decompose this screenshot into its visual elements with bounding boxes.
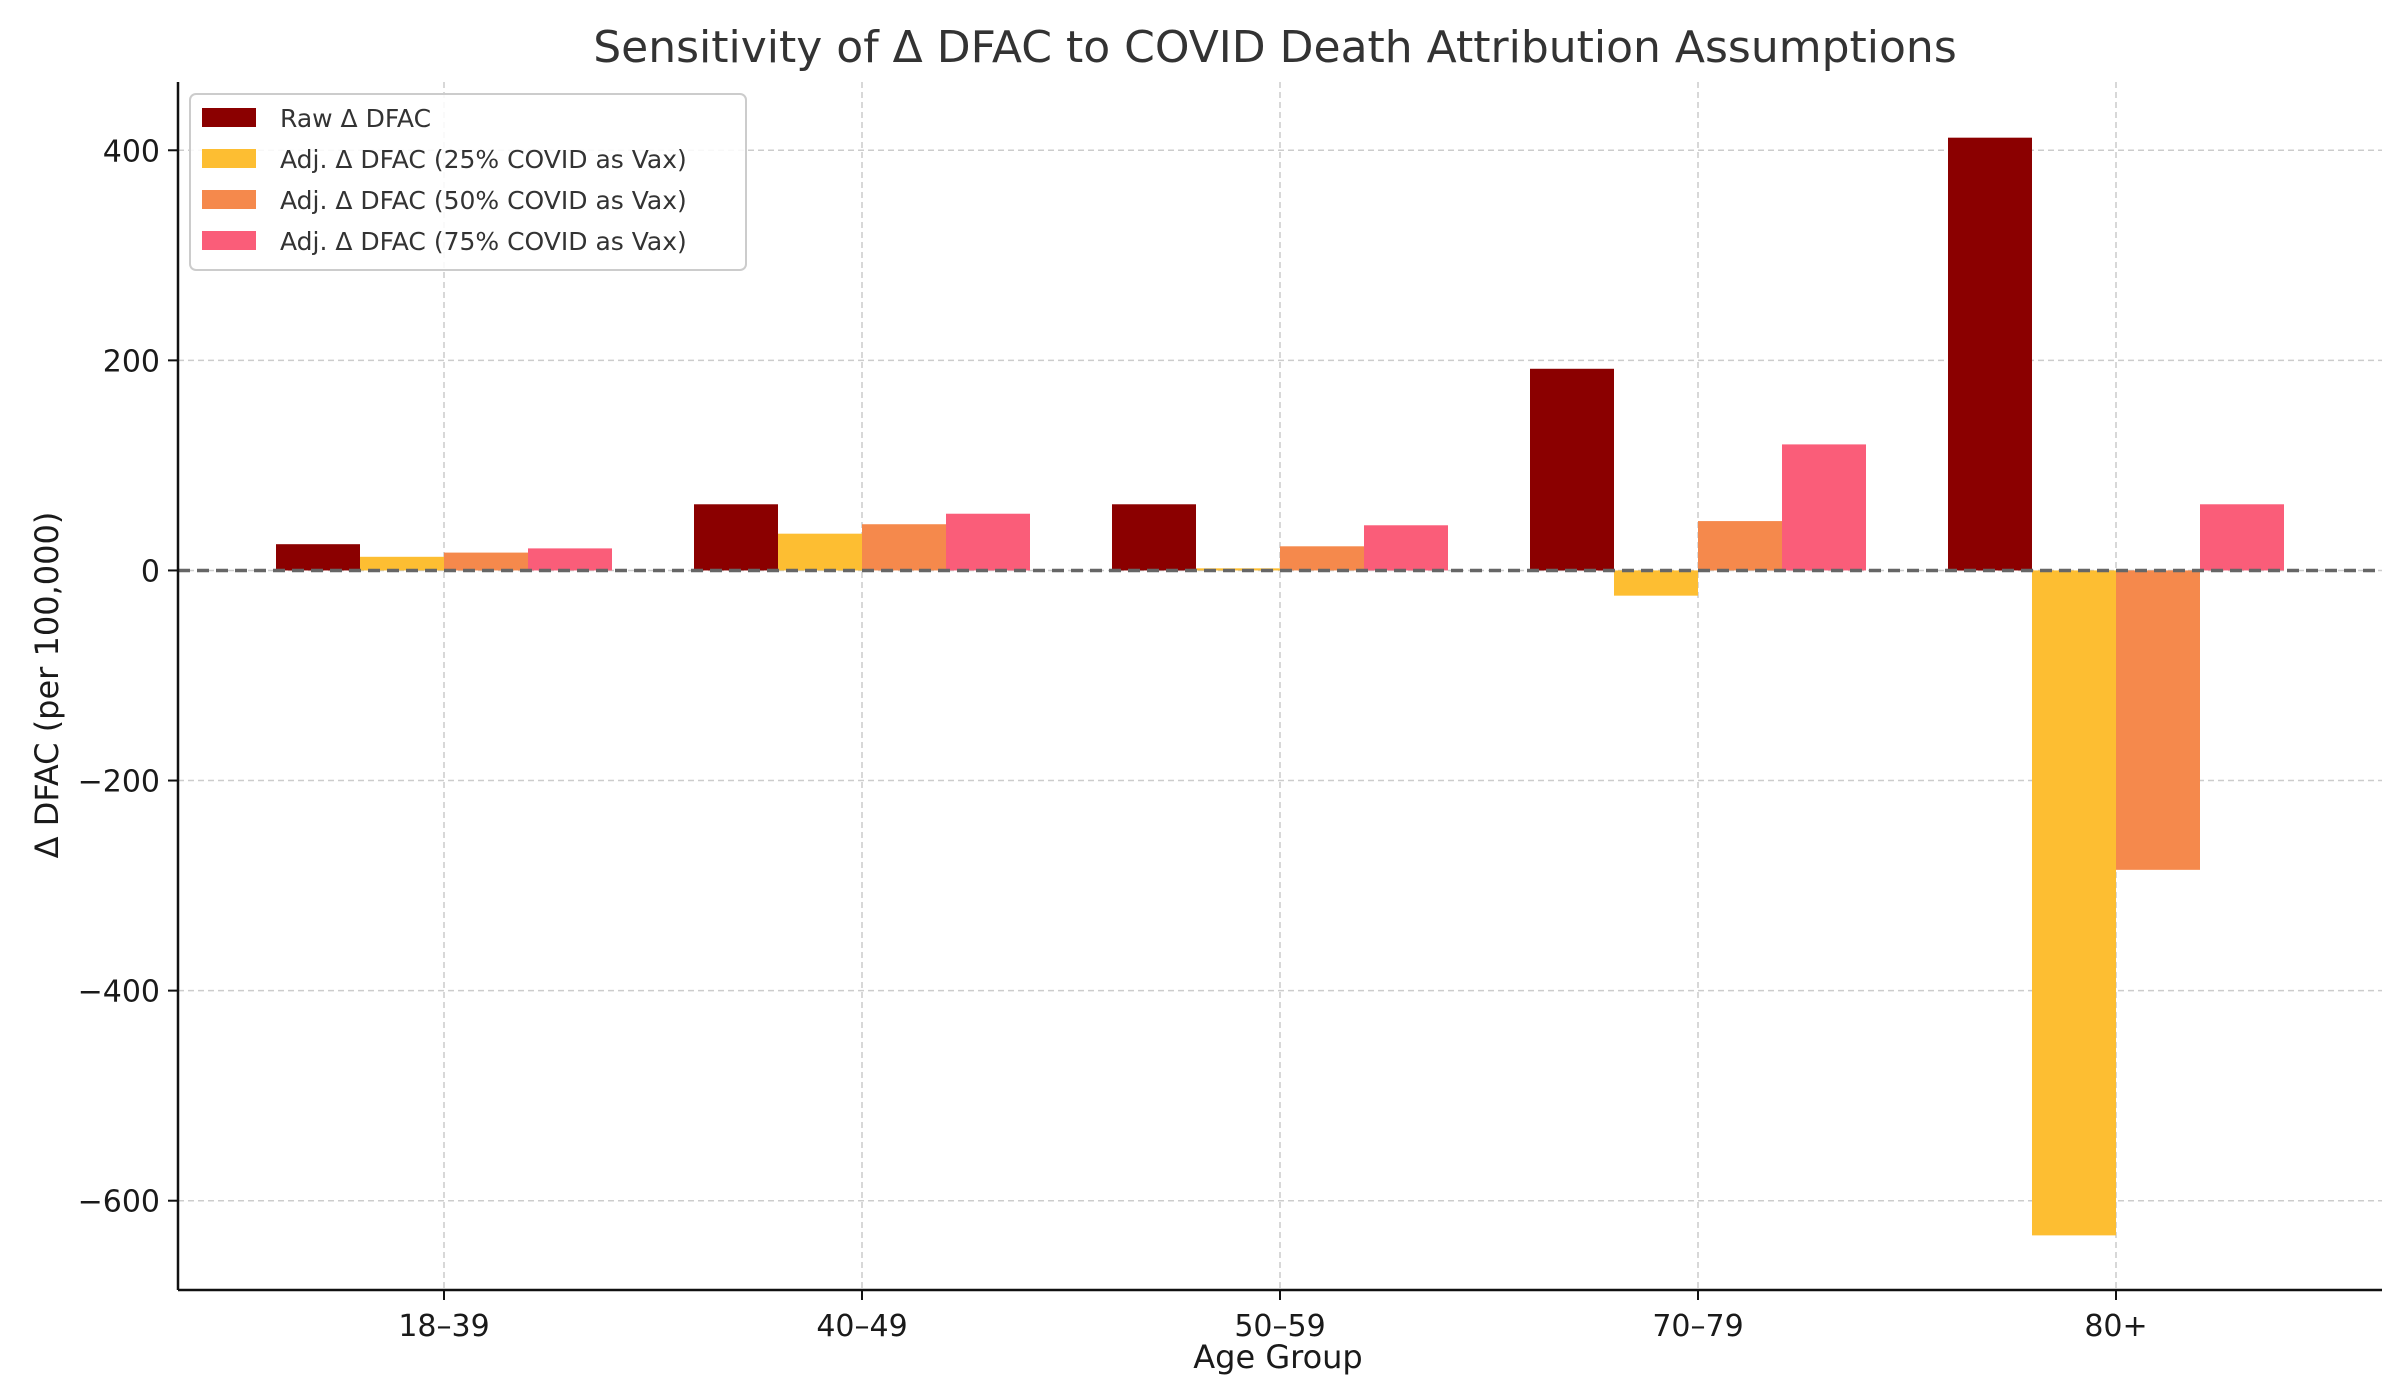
bar (1364, 525, 1448, 571)
y-tick-label: −600 (78, 1185, 160, 1220)
bar (862, 524, 946, 571)
bar (1782, 444, 1866, 571)
bar (946, 513, 1030, 571)
bar (1112, 504, 1196, 571)
y-tick-label: −400 (78, 975, 160, 1010)
bar (528, 548, 612, 571)
bar (2200, 504, 2284, 571)
x-tick-label: 18–39 (398, 1309, 489, 1344)
x-tick-label: 50–59 (1234, 1309, 1325, 1344)
bar (1530, 368, 1614, 571)
bar (1280, 546, 1364, 571)
bar (2032, 570, 2116, 1236)
x-tick-label: 80+ (2084, 1309, 2147, 1344)
x-axis-label: Age Group (1193, 1338, 1362, 1376)
y-tick-label: −200 (78, 765, 160, 800)
legend-swatch (202, 108, 256, 127)
y-tick-label: 200 (103, 344, 160, 379)
bars (276, 137, 2284, 1236)
legend-swatch (202, 231, 256, 250)
bar (1948, 137, 2032, 571)
bar (444, 552, 528, 571)
legend-box (189, 93, 747, 271)
legend-label: Adj. Δ DFAC (50% COVID as Vax) (280, 186, 687, 215)
bar (1698, 521, 1782, 571)
y-axis-label: Δ DFAC (per 100,000) (28, 512, 66, 859)
x-tick-label: 70–79 (1652, 1309, 1743, 1344)
chart-title: Sensitivity of Δ DFAC to COVID Death Att… (593, 22, 1957, 73)
legend-swatch (202, 149, 256, 168)
y-tick-label: 0 (141, 554, 160, 589)
bar (778, 533, 862, 571)
legend-label: Raw Δ DFAC (280, 104, 431, 133)
bar (694, 504, 778, 571)
y-tick-label: 400 (103, 134, 160, 169)
bar (360, 556, 444, 571)
legend: Raw Δ DFAC Adj. Δ DFAC (25% COVID as Vax)… (189, 93, 747, 271)
bar (276, 544, 360, 571)
legend-swatch (202, 190, 256, 209)
legend-label: Adj. Δ DFAC (25% COVID as Vax) (280, 145, 687, 174)
bar (1614, 570, 1698, 596)
tick-labels: 400 200 0 −200 −400 −600 18–39 40–49 50–59 70–79 8… (78, 134, 2148, 1344)
bar (1196, 568, 1280, 571)
x-tick-label: 40–49 (816, 1309, 907, 1344)
bar (2116, 570, 2200, 870)
legend-label: Adj. Δ DFAC (75% COVID as Vax) (280, 227, 687, 256)
